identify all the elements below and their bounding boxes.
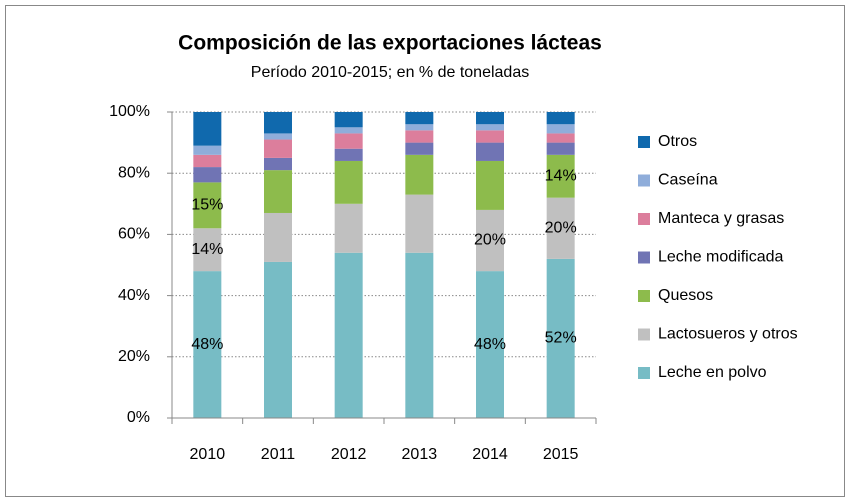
x-tick-label: 2011	[261, 446, 296, 463]
data-label: 14%	[545, 167, 577, 184]
legend-label: Lactosueros y otros	[658, 326, 798, 343]
bar-segment	[546, 133, 575, 143]
bar-segment	[334, 127, 363, 134]
bar-segment	[264, 133, 292, 140]
bar-segment	[405, 252, 434, 418]
bar-segment	[405, 124, 434, 131]
bar-segment	[334, 160, 363, 204]
bar-segment	[193, 145, 222, 155]
legend-label: Leche en polvo	[658, 364, 767, 381]
legend-swatch	[638, 136, 650, 148]
bar-segment	[193, 112, 222, 146]
bar-segment	[476, 271, 504, 418]
y-tick-label: 100%	[109, 103, 150, 120]
x-tick-label: 2012	[331, 446, 367, 463]
bar-segment	[264, 170, 292, 213]
bar-segment	[546, 154, 575, 198]
legend-swatch	[638, 328, 650, 341]
bar-segment	[334, 252, 363, 418]
bar-segment	[334, 203, 363, 253]
bar-segment	[546, 124, 575, 134]
bar-segment	[476, 112, 504, 125]
data-label: 20%	[545, 219, 577, 236]
y-tick-label: 20%	[118, 348, 150, 365]
bar-segment	[546, 197, 575, 259]
data-label: 48%	[191, 336, 223, 353]
bar-segment	[546, 112, 575, 125]
bar-segment	[476, 209, 504, 272]
data-label: 20%	[474, 232, 506, 249]
chart-title: Composición de las exportaciones lácteas	[178, 32, 602, 55]
bar-segment	[405, 142, 434, 155]
bar-segment	[334, 133, 363, 149]
y-tick-label: 60%	[118, 226, 150, 243]
chart-subtitle: Período 2010-2015; en % de toneladas	[251, 64, 529, 81]
bar-segment	[405, 194, 434, 253]
bar-segment	[264, 139, 292, 158]
legend-label: Caseína	[658, 172, 718, 189]
data-label: 15%	[191, 197, 223, 214]
y-tick-label: 40%	[118, 287, 150, 304]
x-tick-label: 2015	[543, 446, 579, 463]
bar-segment	[405, 130, 434, 143]
bar-segment	[405, 154, 434, 195]
bar-segment	[264, 212, 292, 262]
bar-segment	[476, 160, 504, 210]
data-label: 52%	[545, 330, 577, 347]
data-label: 48%	[474, 336, 506, 353]
bar-segment	[193, 154, 222, 168]
x-tick-label: 2013	[402, 446, 438, 463]
bar-segment	[546, 258, 575, 418]
bar-segment	[476, 142, 504, 161]
legend-label: Manteca y grasas	[658, 210, 784, 227]
legend-label: Otros	[658, 133, 697, 150]
legend-swatch	[638, 251, 650, 264]
bar-segment	[405, 112, 434, 125]
bar-segment	[193, 182, 222, 229]
bar-segment	[193, 228, 222, 272]
x-tick-label: 2014	[472, 446, 508, 463]
legend-label: Leche modificada	[658, 249, 784, 266]
bar-segment	[264, 157, 292, 171]
x-tick-label: 2010	[190, 446, 226, 463]
bar-segment	[264, 112, 292, 134]
bar-segment	[193, 271, 222, 418]
bar-segment	[546, 142, 575, 155]
bar-segment	[193, 167, 222, 183]
bar-segment	[334, 112, 363, 128]
y-tick-label: 80%	[118, 164, 150, 181]
legend-swatch	[638, 367, 650, 379]
bar-segment	[476, 124, 504, 131]
data-label: 14%	[191, 241, 223, 258]
bar-segment	[334, 148, 363, 161]
legend-label: Quesos	[658, 287, 713, 304]
bar-segment	[476, 130, 504, 143]
legend-swatch	[638, 213, 650, 225]
legend-swatch	[638, 290, 650, 302]
bar-segment	[264, 261, 292, 418]
y-tick-label: 0%	[127, 409, 150, 426]
legend-swatch	[638, 174, 650, 187]
